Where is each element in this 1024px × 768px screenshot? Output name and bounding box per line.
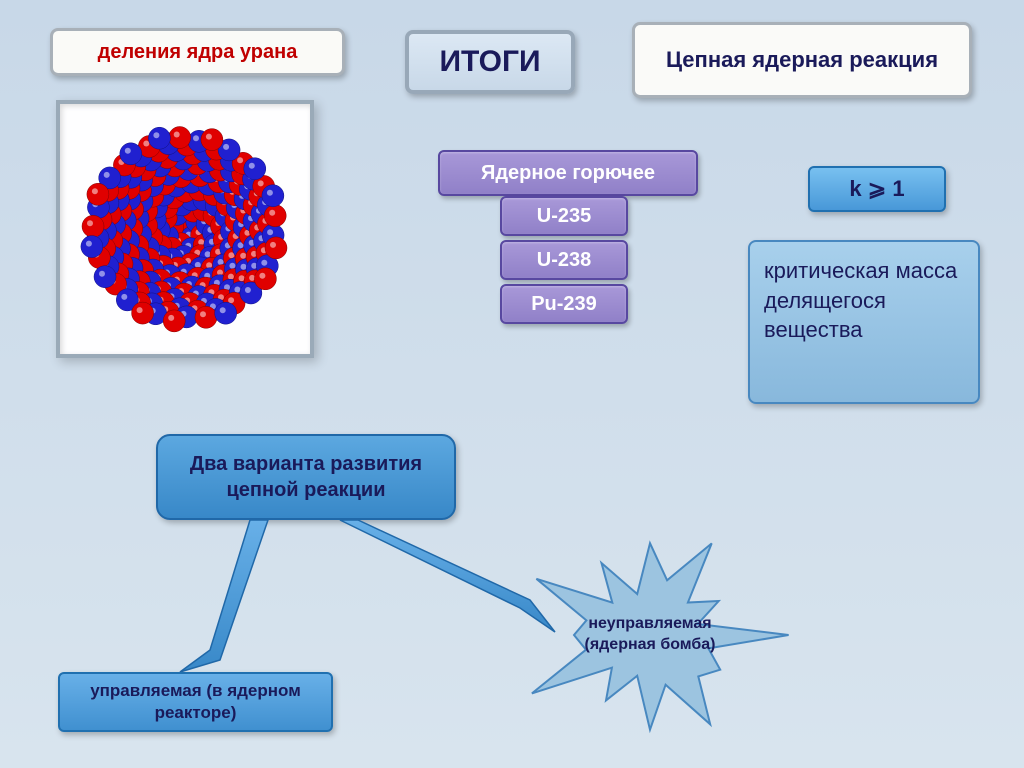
fuel-item-label: Pu-239	[531, 293, 597, 316]
fission-text: деления ядра урана	[98, 41, 298, 64]
fuel-item-0: U-235	[500, 196, 628, 236]
two-ways-box: Два варианта развития цепной реакции	[156, 434, 456, 520]
controlled-text: управляемая (в ядерном реакторе)	[68, 680, 323, 724]
nucleus-graphic	[70, 114, 300, 344]
two-ways-text: Два варианта развития цепной реакции	[174, 451, 438, 503]
title-text: ИТОГИ	[439, 45, 540, 79]
starburst: неуправляемая (ядерная бомба)	[510, 520, 790, 750]
fission-box: деления ядра урана	[50, 28, 345, 76]
chain-reaction-box: Цепная ядерная реакция	[632, 22, 972, 98]
title-box: ИТОГИ	[405, 30, 575, 94]
fuel-box: Ядерное горючее	[438, 150, 698, 196]
fuel-item-label: U-238	[537, 249, 591, 272]
critical-mass-box: критическая масса делящегося вещества	[748, 240, 980, 404]
controlled-box: управляемая (в ядерном реакторе)	[58, 672, 333, 732]
k-text: k ⩾ 1	[849, 176, 904, 202]
chain-text: Цепная ядерная реакция	[666, 46, 938, 75]
fuel-item-1: U-238	[500, 240, 628, 280]
k-box: k ⩾ 1	[808, 166, 946, 212]
fuel-text: Ядерное горючее	[481, 162, 655, 185]
nucleus-frame	[56, 100, 314, 358]
uncontrolled-text: неуправляемая (ядерная бомба)	[565, 614, 735, 656]
critical-text: критическая масса делящегося вещества	[764, 256, 964, 345]
fuel-item-2: Pu-239	[500, 284, 628, 324]
fuel-item-label: U-235	[537, 205, 591, 228]
